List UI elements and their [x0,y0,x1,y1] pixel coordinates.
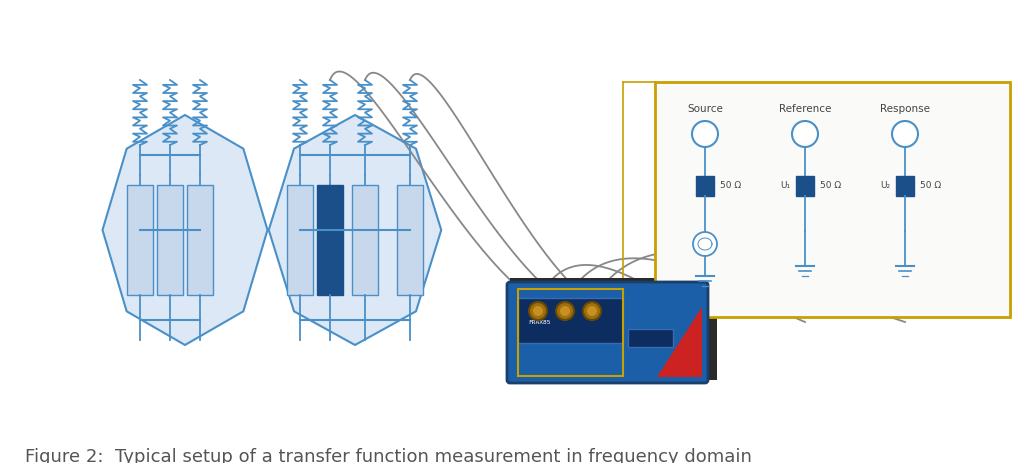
Bar [518,289,623,376]
Bar [287,185,313,295]
Bar [796,176,814,196]
Text: U₁: U₁ [780,181,790,190]
Text: Figure 2:  Typical setup of a transfer function measurement in frequency domain: Figure 2: Typical setup of a transfer fu… [25,448,752,463]
Circle shape [692,121,718,147]
Text: 50 Ω: 50 Ω [720,181,741,190]
FancyBboxPatch shape [507,282,708,383]
Circle shape [560,306,570,316]
Text: Response: Response [880,104,930,114]
Text: 50 Ω: 50 Ω [820,181,841,190]
Bar [352,185,378,295]
Bar [696,176,714,196]
Text: 50 Ω: 50 Ω [920,181,941,190]
Circle shape [556,302,574,320]
Circle shape [693,232,717,256]
Bar [397,185,423,295]
Bar [705,285,717,380]
Polygon shape [102,115,267,345]
Polygon shape [268,115,441,345]
Bar [655,82,1010,317]
Circle shape [583,302,601,320]
Circle shape [587,306,597,316]
Circle shape [892,121,918,147]
Bar [187,185,213,295]
Bar [317,185,343,295]
Circle shape [792,121,818,147]
Bar [157,185,183,295]
Polygon shape [657,307,702,377]
Text: U₂: U₂ [880,181,890,190]
Text: FRAX85: FRAX85 [528,320,551,325]
Circle shape [534,306,543,316]
Circle shape [529,302,547,320]
Bar [127,185,153,295]
Bar [518,298,623,343]
Text: Reference: Reference [779,104,831,114]
Bar [510,278,717,285]
Bar [628,329,673,347]
Bar [896,176,914,196]
Text: Source: Source [687,104,723,114]
